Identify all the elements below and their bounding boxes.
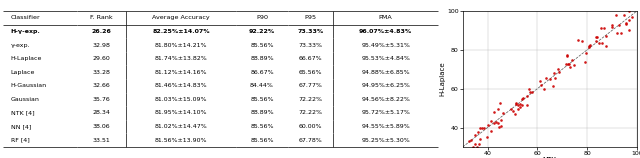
Point xyxy=(550,77,560,79)
Point xyxy=(511,102,522,104)
Point xyxy=(616,31,627,34)
Point xyxy=(516,103,527,106)
Point xyxy=(495,101,506,104)
Point xyxy=(601,45,611,47)
Point xyxy=(513,108,524,110)
Point xyxy=(580,61,591,63)
Point xyxy=(624,10,634,12)
Point xyxy=(597,42,607,45)
Point xyxy=(493,122,504,124)
Point xyxy=(488,122,499,124)
Point xyxy=(522,104,532,106)
Point xyxy=(522,95,532,97)
Point xyxy=(488,111,499,113)
Point xyxy=(474,143,484,146)
Point xyxy=(541,77,552,80)
Point xyxy=(614,24,625,26)
Point xyxy=(527,91,538,93)
Point xyxy=(513,103,524,106)
Point xyxy=(584,44,595,47)
Point xyxy=(563,54,573,56)
Point xyxy=(486,120,496,123)
Point xyxy=(475,127,485,129)
Point xyxy=(573,39,583,41)
Point xyxy=(498,112,508,114)
Point xyxy=(493,126,504,128)
Point xyxy=(598,27,609,29)
Point xyxy=(564,63,574,65)
Point xyxy=(509,112,520,115)
Point xyxy=(482,136,492,138)
Point xyxy=(591,40,602,42)
Point xyxy=(584,45,595,47)
Point xyxy=(601,35,611,38)
Point xyxy=(515,103,525,105)
Point xyxy=(463,140,474,142)
Point xyxy=(516,98,527,100)
Point xyxy=(491,121,501,124)
Point xyxy=(534,79,545,82)
Point xyxy=(627,16,637,18)
Point xyxy=(577,40,587,43)
Point xyxy=(477,126,488,129)
Point xyxy=(496,118,506,121)
Point xyxy=(563,63,573,66)
Point xyxy=(580,52,591,54)
Point xyxy=(515,106,525,109)
Point xyxy=(593,42,604,44)
Point xyxy=(470,134,481,137)
Point xyxy=(549,72,559,75)
Point xyxy=(470,143,481,145)
Point xyxy=(607,24,617,26)
Point xyxy=(486,130,496,132)
Point xyxy=(621,21,631,24)
Point xyxy=(506,108,516,110)
Point xyxy=(566,59,577,61)
Point xyxy=(569,64,579,66)
Point xyxy=(554,71,564,73)
Point xyxy=(479,126,489,129)
Point xyxy=(525,91,535,93)
Point xyxy=(472,146,483,148)
Point xyxy=(524,88,534,90)
Point xyxy=(612,32,622,34)
Point xyxy=(606,26,616,29)
Point xyxy=(621,23,631,25)
Point xyxy=(553,68,563,70)
Point xyxy=(496,124,506,127)
Point xyxy=(475,137,485,140)
Point xyxy=(548,85,559,87)
Point xyxy=(619,14,629,17)
Point xyxy=(508,110,518,112)
Point xyxy=(493,108,503,111)
Point xyxy=(561,63,572,65)
Point xyxy=(473,131,483,134)
Point xyxy=(623,18,634,21)
Point xyxy=(624,29,634,32)
Point xyxy=(545,78,556,80)
Point xyxy=(592,36,602,38)
Point xyxy=(596,27,607,29)
Point xyxy=(539,87,549,90)
Point xyxy=(591,36,602,38)
Point xyxy=(511,103,522,106)
Point xyxy=(466,139,476,141)
Point xyxy=(564,66,575,68)
Point xyxy=(483,124,493,127)
Point xyxy=(562,55,572,57)
Y-axis label: H-Laplace: H-Laplace xyxy=(440,62,445,96)
Point xyxy=(536,83,546,86)
Point xyxy=(518,97,528,100)
Point xyxy=(468,146,479,148)
Point xyxy=(584,46,595,48)
Point xyxy=(611,14,621,16)
